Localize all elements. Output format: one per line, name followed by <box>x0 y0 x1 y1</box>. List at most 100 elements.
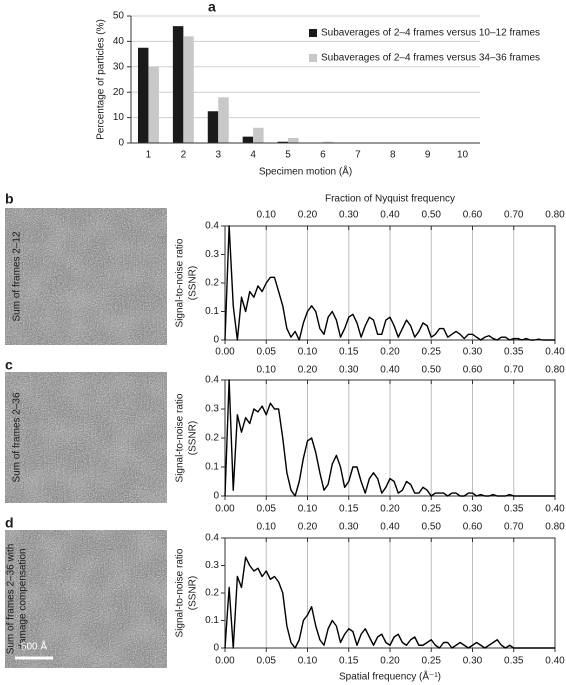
x-tick-label: 5 <box>285 150 291 161</box>
bar <box>137 47 149 143</box>
y-axis-label: Signal-to-noise ratio <box>175 238 186 327</box>
x2-axis-label: Fraction of Nyquist frequency <box>325 194 455 205</box>
x-tick-label: 0.20 <box>380 504 400 515</box>
x-tick-label: 2 <box>181 150 187 161</box>
y-tick-label: 0.2 <box>205 278 219 289</box>
x-tick-label: 10 <box>457 150 469 161</box>
bar <box>253 127 264 143</box>
x2-tick-label: 0.70 <box>504 522 524 533</box>
x2-tick-label: 0.80 <box>545 365 565 376</box>
x2-tick-label: 0.50 <box>422 522 442 533</box>
y-tick-label: 20 <box>113 87 125 98</box>
x-tick-label: 9 <box>425 150 431 161</box>
image-label: Sum of frames 2–36 <box>12 392 23 482</box>
plot-frame <box>224 225 556 341</box>
y-tick-label: 0.3 <box>205 249 219 260</box>
y-axis-label: Signal-to-noise ratio <box>175 393 186 482</box>
plot-frame <box>224 537 556 649</box>
y-tick-label: 0.1 <box>205 615 219 626</box>
y-tick-label: 0.4 <box>205 533 219 544</box>
bar <box>322 141 334 143</box>
x2-tick-label: 0.40 <box>380 522 400 533</box>
y-tick-label: 0 <box>213 335 219 346</box>
y-tick-label: 0.3 <box>205 560 219 571</box>
x-tick-label: 0.35 <box>504 656 524 667</box>
y-axis-label: (SSNR) <box>188 421 199 455</box>
x2-tick-label: 0.80 <box>545 522 565 533</box>
x2-tick-label: 0.30 <box>339 210 359 221</box>
y-tick-label: 50 <box>113 11 125 22</box>
legend-label: Subaverages of 2–4 frames versus 10–12 f… <box>321 28 540 39</box>
x2-tick-label: 0.70 <box>504 210 524 221</box>
x-tick-label: 6 <box>320 150 326 161</box>
x2-tick-label: 0.20 <box>298 210 318 221</box>
y-axis-label: (SSNR) <box>188 576 199 610</box>
y-tick-label: 0.1 <box>205 462 219 473</box>
bar <box>242 136 254 143</box>
x-tick-label: 0.10 <box>298 656 318 667</box>
x-tick-label: 0.25 <box>422 347 442 358</box>
x-tick-label: 0.05 <box>257 656 277 667</box>
x-tick-label: 0.00 <box>215 656 235 667</box>
bar <box>288 137 299 143</box>
x-tick-label: 0.15 <box>339 504 359 515</box>
x-tick-label: 1 <box>146 150 152 161</box>
x-tick-label: 0.35 <box>504 347 524 358</box>
panel-letter: b <box>5 191 14 207</box>
x-axis-label: Specimen motion (Å) <box>259 165 352 178</box>
panel-letter: a <box>208 0 216 15</box>
y-axis-label: Percentage of particles (%) <box>96 19 107 140</box>
y-tick-label: 0 <box>213 643 219 654</box>
panel-letter: c <box>5 357 13 373</box>
x-tick-label: 0.40 <box>545 347 565 358</box>
x-tick-label: 0.15 <box>339 656 359 667</box>
x-tick-label: 0.20 <box>380 656 400 667</box>
y-tick-label: 0.2 <box>205 588 219 599</box>
bar <box>277 141 289 143</box>
bar <box>218 97 229 143</box>
plot-frame <box>224 379 556 497</box>
x-tick-label: 3 <box>215 150 221 161</box>
y-tick-label: 0 <box>213 491 219 502</box>
bar <box>207 111 219 143</box>
x-tick-label: 0.05 <box>257 347 277 358</box>
bar <box>148 66 159 143</box>
x2-tick-label: 0.20 <box>298 365 318 376</box>
x-tick-label: 0.40 <box>545 656 565 667</box>
y-axis-label: Signal-to-noise ratio <box>175 548 186 637</box>
x2-tick-label: 0.30 <box>339 365 359 376</box>
ssnr-line <box>224 225 555 341</box>
image-label: Sum of frames 2–36 with <box>6 544 17 655</box>
x2-tick-label: 0.80 <box>545 210 565 221</box>
x-tick-label: 0.25 <box>422 504 442 515</box>
x-tick-label: 0.40 <box>545 504 565 515</box>
x2-tick-label: 0.10 <box>257 365 277 376</box>
y-tick-label: 0.1 <box>205 306 219 317</box>
x2-tick-label: 0.60 <box>463 365 483 376</box>
x-tick-label: 0.10 <box>298 504 318 515</box>
micrograph-particles <box>5 372 167 503</box>
x-axis-label: Spatial frequency (Å⁻¹) <box>339 670 441 683</box>
x2-tick-label: 0.50 <box>422 365 442 376</box>
y-tick-label: 0 <box>118 138 124 149</box>
x2-tick-label: 0.10 <box>257 522 277 533</box>
y-axis-label: (SSNR) <box>188 266 199 300</box>
x2-tick-label: 0.70 <box>504 365 524 376</box>
micrograph-particles <box>5 208 167 345</box>
y-tick-label: 40 <box>113 36 125 47</box>
bar <box>183 36 194 143</box>
x-tick-label: 8 <box>390 150 396 161</box>
y-tick-label: 0.3 <box>205 404 219 415</box>
y-tick-label: 10 <box>113 112 125 123</box>
x-tick-label: 0.05 <box>257 504 277 515</box>
y-tick-label: 0.4 <box>205 375 219 386</box>
x-tick-label: 7 <box>355 150 361 161</box>
y-tick-label: 0.4 <box>205 221 219 232</box>
x-tick-label: 0.10 <box>298 347 318 358</box>
x2-tick-label: 0.40 <box>380 365 400 376</box>
panel-letter: d <box>5 515 14 531</box>
micrograph-particles <box>5 530 167 668</box>
image-label: Sum of frames 2–12 <box>12 231 23 321</box>
image-label: damage compensation <box>18 548 29 649</box>
